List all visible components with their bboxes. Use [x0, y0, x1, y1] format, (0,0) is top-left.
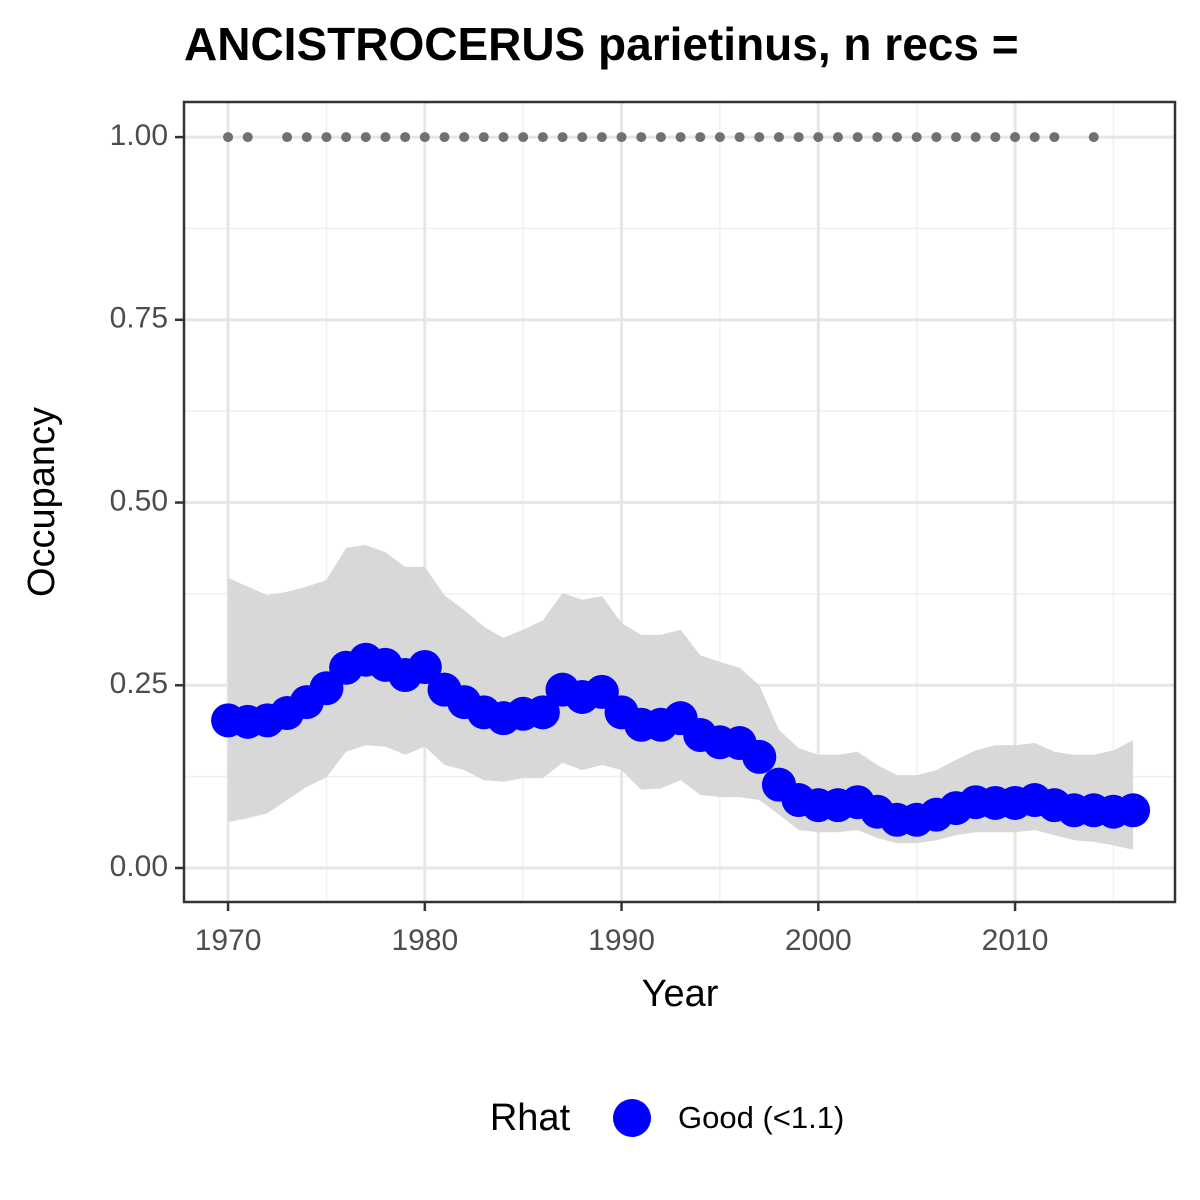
record-point	[341, 132, 352, 143]
chart-title: ANCISTROCERUS parietinus, n recs =	[184, 18, 1019, 70]
record-point	[380, 132, 391, 143]
point	[742, 739, 777, 774]
record-point	[1088, 132, 1099, 143]
record-point	[675, 132, 686, 143]
record-point	[321, 132, 332, 143]
record-point	[478, 132, 489, 143]
point	[525, 695, 560, 730]
legend-marker	[613, 1099, 651, 1137]
record-point	[301, 132, 312, 143]
record-point	[439, 132, 450, 143]
record-point	[872, 132, 883, 143]
record-point	[793, 132, 804, 143]
record-point	[596, 132, 607, 143]
record-point	[1029, 132, 1040, 143]
record-point	[223, 132, 234, 143]
record-point	[616, 132, 627, 143]
record-point	[911, 132, 922, 143]
record-point	[990, 132, 1001, 143]
record-point	[1010, 132, 1021, 143]
record-point	[695, 132, 706, 143]
y-tick-label: 0.50	[110, 484, 168, 517]
x-tick-label: 1980	[391, 924, 458, 957]
legend-label: Good (<1.1)	[678, 1100, 844, 1135]
x-axis-label: Year	[642, 973, 719, 1015]
record-point	[282, 132, 293, 143]
record-point	[714, 132, 725, 143]
panel-border	[182, 100, 1177, 904]
record-point	[419, 132, 430, 143]
record-point	[813, 132, 824, 143]
record-point	[754, 132, 765, 143]
point	[407, 650, 442, 685]
x-tick-label: 2000	[785, 924, 852, 957]
record-point	[577, 132, 588, 143]
record-point	[636, 132, 647, 143]
record-point	[734, 132, 745, 143]
record-point	[242, 132, 253, 143]
record-point	[931, 132, 942, 143]
x-tick-label: 2010	[982, 924, 1049, 957]
record-point	[892, 132, 903, 143]
record-point	[655, 132, 666, 143]
y-tick-label: 0.00	[110, 850, 168, 883]
record-point	[360, 132, 371, 143]
record-point	[537, 132, 548, 143]
y-tick-label: 0.75	[110, 302, 168, 335]
record-point	[832, 132, 843, 143]
record-point	[518, 132, 529, 143]
record-point	[951, 132, 962, 143]
record-point	[970, 132, 981, 143]
point	[1116, 793, 1151, 828]
record-point	[557, 132, 568, 143]
legend-title: Rhat	[490, 1097, 571, 1139]
record-point	[498, 132, 509, 143]
x-tick-label: 1970	[195, 924, 262, 957]
record-point	[459, 132, 470, 143]
x-tick-label: 1990	[588, 924, 655, 957]
y-axis-label: Occupancy	[21, 407, 63, 597]
y-tick-label: 1.00	[110, 119, 168, 152]
record-point	[852, 132, 863, 143]
record-point	[400, 132, 411, 143]
confidence-ribbon	[228, 544, 1134, 850]
record-point	[1049, 132, 1060, 143]
y-tick-label: 0.25	[110, 667, 168, 700]
record-point	[773, 132, 784, 143]
